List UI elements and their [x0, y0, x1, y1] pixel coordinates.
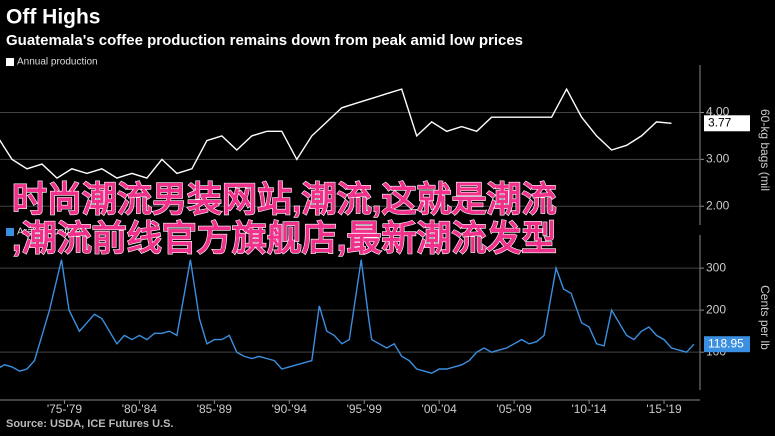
legend-label: Annual production: [17, 57, 98, 68]
y-axis-label: Cents per lb: [758, 285, 772, 350]
y-tick-label: 200: [706, 302, 726, 316]
y-tick-label: 3.00: [706, 152, 730, 166]
x-tick-label: '00-'04: [422, 402, 458, 416]
overlay-text: 时尚潮流男装网站,潮流,这就是潮流: [12, 180, 556, 219]
x-tick-label: '90-'94: [272, 402, 308, 416]
y-axis-label: 60-kg bags (mil: [758, 109, 772, 191]
value-label: 3.77: [708, 115, 732, 129]
y-tick-label: 4.00: [706, 105, 730, 119]
legend-swatch: [6, 58, 14, 66]
x-tick-label: '95-'99: [347, 402, 383, 416]
x-tick-label: '80-'84: [122, 402, 158, 416]
x-tick-label: '75-'79: [47, 402, 83, 416]
legend-swatch: [6, 228, 14, 236]
line-series: [0, 259, 695, 374]
x-tick-label: '05-'09: [496, 402, 532, 416]
line-series: [0, 87, 672, 179]
y-tick-label: 300: [706, 260, 726, 274]
value-label-box: [704, 115, 750, 132]
source: Source: USDA, ICE Futures U.S.: [6, 418, 173, 430]
y-tick-label: 2.00: [706, 198, 730, 212]
chart-title: Off Highs: [6, 6, 101, 29]
value-label-box: [704, 336, 750, 353]
x-tick-label: '85-'89: [197, 402, 233, 416]
overlay-text: ,潮流前线官方旗舰店,最新潮流发型: [12, 219, 556, 258]
chart-subtitle: Guatemala's coffee production remains do…: [6, 32, 523, 49]
value-label: 118.95: [708, 336, 744, 350]
x-tick-label: '10-'14: [571, 402, 607, 416]
x-tick-label: '15-'19: [646, 402, 682, 416]
legend-label: Arabica coffee: [17, 227, 81, 238]
